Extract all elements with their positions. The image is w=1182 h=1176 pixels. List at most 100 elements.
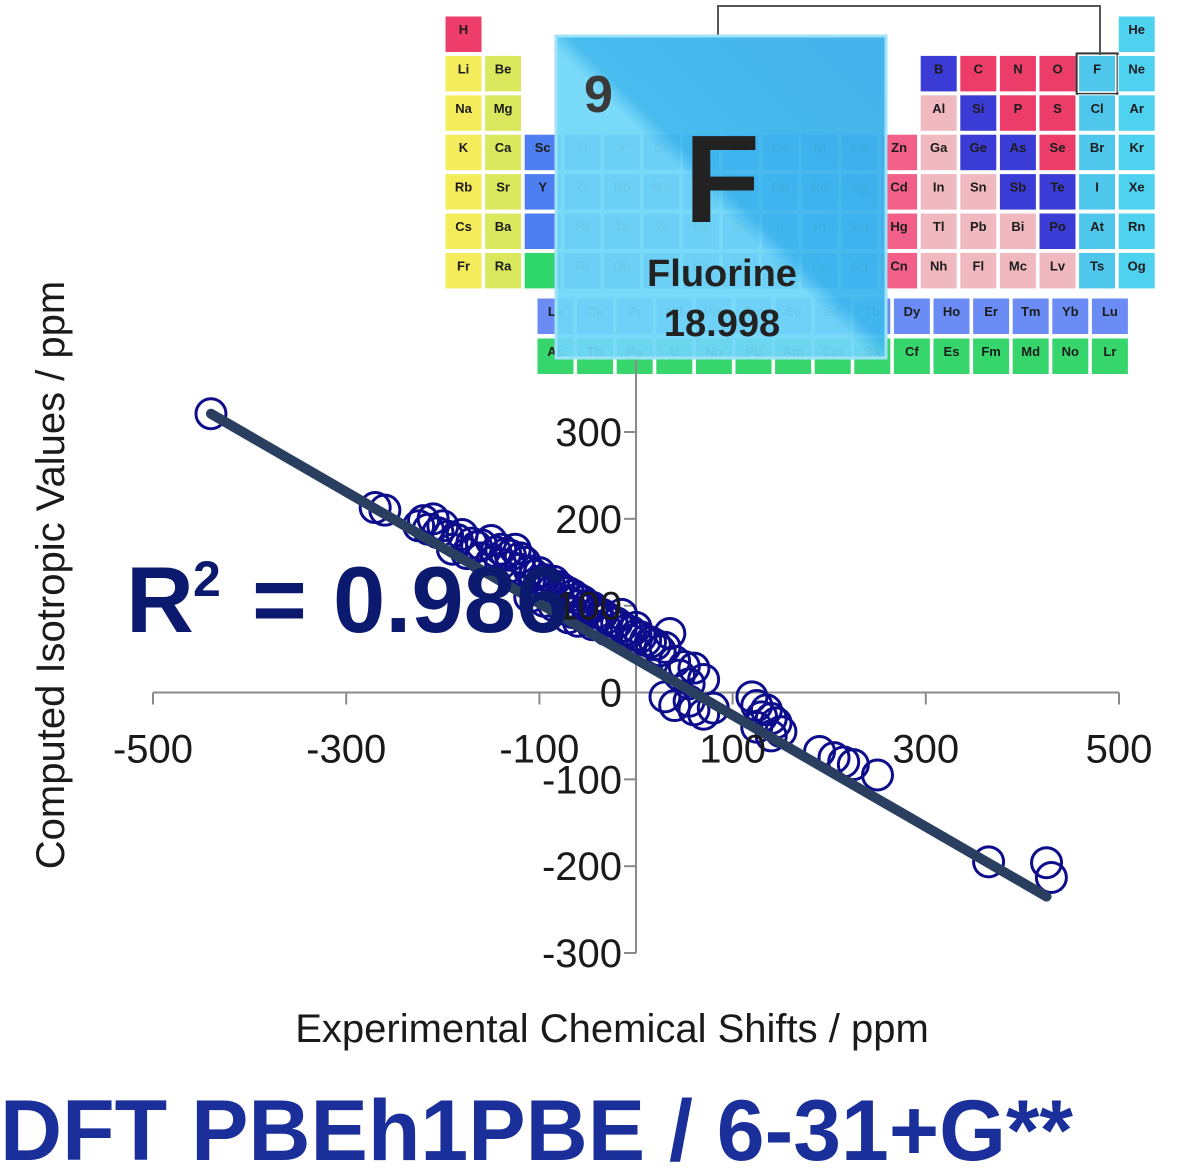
method-title: DFT PBEh1PBE / 6-31+G** (0, 1083, 1073, 1176)
svg-text:Lr: Lr (1103, 344, 1116, 359)
svg-text:S: S (1053, 101, 1062, 116)
y-tick-label: -200 (542, 845, 622, 889)
r-squared-superscript: 2 (193, 551, 221, 607)
element-cell-md: Md (1011, 337, 1050, 375)
svg-text:Li: Li (458, 61, 470, 76)
element-cell-mg: Mg (484, 94, 523, 132)
svg-text:F: F (1093, 61, 1101, 76)
element-cell-p: P (998, 94, 1037, 132)
element-cell-rb: Rb (444, 173, 483, 211)
svg-text:Ba: Ba (495, 219, 512, 234)
element-cell-po: Po (1038, 212, 1077, 250)
svg-text:N: N (1013, 61, 1022, 76)
card-background (554, 34, 888, 360)
svg-text:Lv: Lv (1050, 258, 1066, 273)
svg-text:Tm: Tm (1021, 304, 1041, 319)
svg-text:Yb: Yb (1062, 304, 1079, 319)
element-cell-ca: Ca (484, 133, 523, 172)
svg-text:Og: Og (1128, 258, 1146, 273)
element-cell-c: C (959, 54, 998, 93)
element-cell-te: Te (1038, 173, 1077, 211)
svg-text:He: He (1128, 22, 1145, 37)
element-cell-at: At (1078, 212, 1117, 250)
element-cell-f: F (1075, 52, 1119, 95)
svg-text:Sn: Sn (970, 180, 987, 195)
svg-text:Ar: Ar (1129, 101, 1143, 116)
element-cell-b: B (919, 54, 958, 93)
svg-text:Sc: Sc (535, 140, 551, 155)
svg-text:P: P (1014, 101, 1023, 116)
svg-text:Cs: Cs (455, 219, 472, 234)
svg-text:Fl: Fl (973, 258, 985, 273)
element-cell-lv: Lv (1038, 251, 1077, 290)
svg-text:Es: Es (944, 344, 960, 359)
r-squared-annotation: R 2 = 0.986 (126, 547, 568, 652)
r-squared-value: = 0.986 (252, 547, 568, 652)
element-cell-ge: Ge (959, 133, 998, 172)
element-cell-cf: Cf (892, 337, 931, 375)
svg-text:Pb: Pb (970, 219, 987, 234)
svg-text:Xe: Xe (1129, 180, 1145, 195)
element-cell-i: I (1078, 173, 1117, 211)
element-cell-sn: Sn (959, 173, 998, 211)
element-cell-xe: Xe (1117, 173, 1156, 211)
svg-text:Fr: Fr (457, 258, 470, 273)
y-tick-label: 300 (555, 411, 622, 455)
element-cell-er: Er (972, 297, 1011, 335)
svg-text:Si: Si (972, 101, 984, 116)
svg-text:Ho: Ho (943, 304, 960, 319)
element-cell-fl: Fl (959, 251, 998, 290)
element-cell-yb: Yb (1051, 297, 1090, 335)
y-tick-label: -100 (542, 758, 622, 802)
element-cell-si: Si (959, 94, 998, 132)
svg-text:Ts: Ts (1090, 258, 1104, 273)
element-cell-br: Br (1078, 133, 1117, 172)
element-cell-n: N (998, 54, 1037, 93)
svg-text:Cd: Cd (890, 180, 907, 195)
svg-text:Mc: Mc (1009, 258, 1027, 273)
svg-text:Na: Na (455, 101, 472, 116)
svg-text:Cn: Cn (890, 258, 907, 273)
svg-text:Ca: Ca (495, 140, 512, 155)
element-cell-tl: Tl (919, 212, 958, 250)
element-cell-mc: Mc (998, 251, 1037, 290)
element-cell-ts: Ts (1078, 251, 1117, 290)
element-cell-ho: Ho (932, 297, 971, 335)
svg-text:Ge: Ge (970, 140, 987, 155)
data-point (754, 719, 788, 753)
element-cell-og: Og (1117, 251, 1156, 290)
y-tick-label: 0 (600, 672, 622, 716)
svg-text:Fm: Fm (981, 344, 1001, 359)
element-cell-s: S (1038, 94, 1077, 132)
data-point (571, 593, 605, 627)
svg-text:Cl: Cl (1091, 101, 1104, 116)
element-cell-dy: Dy (892, 297, 931, 335)
svg-text:B: B (934, 61, 943, 76)
element-cell-ar: Ar (1117, 94, 1156, 132)
svg-text:Nh: Nh (930, 258, 947, 273)
x-tick-label: -500 (113, 728, 193, 772)
svg-text:I: I (1095, 180, 1099, 195)
element-cell-k: K (444, 133, 483, 172)
r-squared-letter: R (126, 547, 194, 652)
element-cell-no: No (1051, 337, 1090, 375)
element-cell-lu: Lu (1090, 297, 1129, 335)
svg-text:Md: Md (1021, 344, 1040, 359)
svg-text:Mg: Mg (494, 101, 513, 116)
svg-text:As: As (1010, 140, 1027, 155)
element-cell-es: Es (932, 337, 971, 375)
y-tick-labels: 300 200 100 0 -100 -200 -300 (542, 411, 622, 976)
scatter-chart: -500 -300 -100 100 300 500 300 200 100 0 -100 -200… (29, 281, 1152, 1051)
svg-text:Rn: Rn (1128, 219, 1145, 234)
svg-text:Sr: Sr (496, 180, 510, 195)
data-point (1030, 846, 1064, 880)
element-cell-kr: Kr (1117, 133, 1156, 172)
svg-text:K: K (459, 140, 469, 155)
x-tick-label: 300 (892, 728, 959, 772)
element-card-fluorine: 9 F Fluorine 18.998 (554, 34, 888, 360)
x-tick-label: 100 (699, 728, 766, 772)
svg-text:Tl: Tl (933, 219, 945, 234)
element-cell-fr: Fr (444, 251, 483, 290)
svg-text:Ga: Ga (930, 140, 948, 155)
svg-text:Bi: Bi (1011, 219, 1024, 234)
